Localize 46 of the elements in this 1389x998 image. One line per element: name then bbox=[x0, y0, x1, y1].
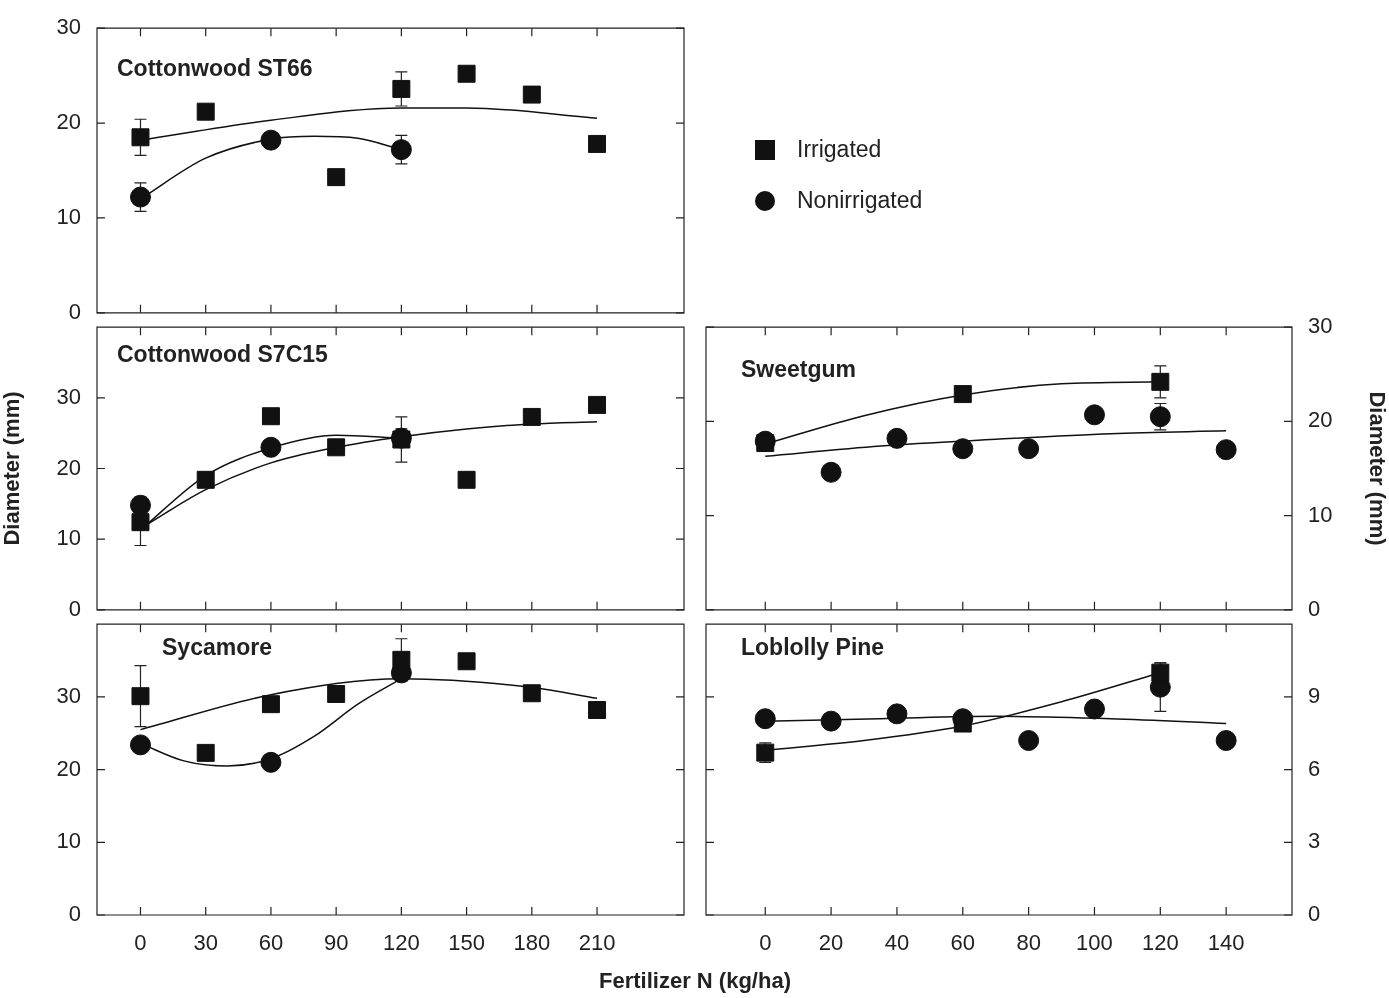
y-tick-label: 6 bbox=[1308, 755, 1321, 781]
x-tick-label: 140 bbox=[1207, 930, 1245, 956]
chart-title: Sycamore bbox=[162, 634, 272, 661]
y-tick-label: 10 bbox=[1308, 501, 1333, 527]
x-tick-label: 120 bbox=[1141, 930, 1179, 956]
y-tick-label: 0 bbox=[1308, 595, 1321, 621]
y-axis-title: Diameter (mm) bbox=[0, 391, 25, 546]
y-tick-label: 10 bbox=[56, 525, 81, 551]
y-tick-label: 20 bbox=[56, 454, 81, 480]
y-tick-label: 30 bbox=[1308, 313, 1333, 339]
x-tick-label: 150 bbox=[448, 930, 485, 956]
y-tick-label: 0 bbox=[68, 298, 81, 324]
x-tick-label: 120 bbox=[383, 930, 420, 956]
y-axis-title: Diameter (mm) bbox=[1364, 391, 1389, 546]
text: Cottonwood S7C15 bbox=[117, 341, 329, 368]
x-tick-label: 210 bbox=[578, 930, 616, 956]
y-tick-label: 30 bbox=[56, 682, 81, 708]
text: Sweetgum bbox=[741, 356, 857, 383]
x-tick-label: 90 bbox=[323, 930, 349, 956]
x-tick-label: 60 bbox=[950, 930, 976, 956]
y-tick-label: 0 bbox=[1308, 901, 1321, 927]
x-tick-label: 0 bbox=[759, 930, 772, 956]
y-tick-label: 20 bbox=[56, 755, 81, 781]
y-tick-label: 0 bbox=[68, 595, 81, 621]
x-tick-label: 20 bbox=[818, 930, 844, 956]
y-tick-label: 20 bbox=[1308, 407, 1333, 433]
y-tick-label: 9 bbox=[1308, 682, 1321, 708]
x-tick-label: 30 bbox=[193, 930, 218, 956]
y-tick-label: 30 bbox=[56, 383, 81, 409]
y-tick-label: 20 bbox=[56, 109, 81, 135]
x-tick-label: 100 bbox=[1076, 930, 1113, 956]
x-tick-label: 180 bbox=[513, 930, 551, 956]
legend-label: Nonirrigated bbox=[797, 187, 923, 214]
chart-title: Loblolly Pine bbox=[741, 634, 885, 661]
x-tick-label: 0 bbox=[134, 930, 147, 956]
x-axis-title: Fertilizer N (kg/ha) bbox=[598, 968, 792, 994]
legend-label: Irrigated bbox=[797, 136, 882, 163]
text: Cottonwood ST66 bbox=[117, 55, 313, 82]
y-tick-label: 0 bbox=[68, 901, 81, 927]
y-tick-label: 30 bbox=[56, 14, 81, 40]
y-tick-label: 3 bbox=[1308, 828, 1321, 854]
x-tick-label: 60 bbox=[258, 930, 284, 956]
y-tick-label: 10 bbox=[56, 204, 81, 229]
y-tick-label: 10 bbox=[56, 828, 81, 854]
x-tick-label: 40 bbox=[884, 930, 910, 956]
x-tick-label: 80 bbox=[1016, 930, 1041, 956]
